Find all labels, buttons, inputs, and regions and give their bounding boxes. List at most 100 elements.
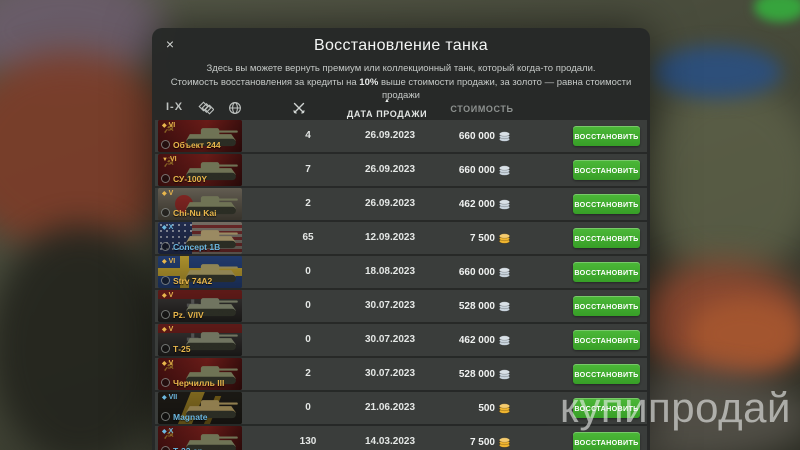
- tank-image-icon: [186, 400, 238, 419]
- coin-icon: [499, 232, 510, 244]
- tank-image-icon: [186, 332, 238, 351]
- tank-name: Concept 1B: [173, 242, 221, 252]
- table-row: ◆ VI Strv 74A2 0 18.08.2023 660 000 ВОССТ…: [155, 256, 647, 288]
- tank-badge-icon: [161, 174, 170, 183]
- table-row: ◆V Pz. V/IV 0 30.07.2023 528 000 ВОССТАН…: [155, 290, 647, 322]
- battles-count: 0: [305, 334, 311, 345]
- restore-button[interactable]: ВОССТАНОВИТЬ: [573, 364, 640, 384]
- tank-tier-label: ◆ V: [162, 360, 174, 367]
- coin-icon: [499, 334, 510, 346]
- coin-icon: [499, 300, 510, 312]
- class-filter-icon[interactable]: [198, 101, 215, 120]
- tank-name: Pz. V/IV: [173, 310, 204, 320]
- tank-tier-label: ◆ VI: [162, 122, 176, 129]
- tank-tier-label: ◆ VII: [162, 394, 178, 401]
- battles-count: 2: [305, 198, 311, 209]
- tank-badge-icon: [161, 276, 170, 285]
- cost-value: 7 500: [417, 222, 511, 254]
- restore-button[interactable]: ВОССТАНОВИТЬ: [573, 194, 640, 214]
- sale-date: 21.06.2023: [364, 402, 416, 413]
- sale-date: 26.09.2023: [364, 164, 416, 175]
- background-blob: [640, 80, 800, 280]
- tank-tier-label: ◆ X: [162, 428, 174, 435]
- battles-count: 2: [305, 368, 311, 379]
- battles-count: 0: [305, 300, 311, 311]
- restore-button[interactable]: ВОССТАНОВИТЬ: [573, 432, 640, 450]
- tank-tier-label: ◆ V: [162, 326, 174, 333]
- tank-name: Strv 74A2: [173, 276, 213, 286]
- cost-value: 462 000: [417, 324, 511, 356]
- cost-value: 7 500: [417, 426, 511, 450]
- restore-button[interactable]: ВОССТАНОВИТЬ: [573, 330, 640, 350]
- table-row: ◆ V Chi-Nu Kai 2 26.09.2023 462 000 ВОССТ…: [155, 188, 647, 220]
- description-line2: Стоимость восстановления за кредиты на 1…: [170, 76, 632, 102]
- tank-restoration-dialog: × Восстановление танка Здесь вы можете в…: [152, 28, 650, 450]
- table-row: ◆V Т-25 0 30.07.2023 462 000 ВОССТАНОВИТ…: [155, 324, 647, 356]
- cost-value: 462 000: [417, 188, 511, 220]
- vehicle-class-icon: ◆: [162, 191, 167, 197]
- restore-button[interactable]: ВОССТАНОВИТЬ: [573, 160, 640, 180]
- tank-thumbnail: ▼VI СУ-100Y: [158, 154, 242, 186]
- sort-arrow-icon: ▲: [384, 98, 390, 104]
- cost-column-header[interactable]: СТОИМОСТЬ: [450, 104, 514, 114]
- sale-date: 30.07.2023: [364, 300, 416, 311]
- dialog-description: Здесь вы можете вернуть премиум или колл…: [152, 62, 650, 103]
- tank-thumbnail: ◆ V Chi-Nu Kai: [158, 188, 242, 220]
- close-icon[interactable]: ×: [165, 36, 175, 52]
- tank-name: Черчилль III: [173, 378, 225, 388]
- tank-badge-icon: [161, 242, 170, 251]
- tank-tier-label: ▼ VI: [162, 156, 177, 163]
- tank-image-icon: [186, 264, 238, 283]
- tank-name: СУ-100Y: [173, 174, 207, 184]
- tank-image-icon: [186, 128, 238, 147]
- vehicle-class-icon: ◆: [162, 429, 167, 435]
- background-blob: [0, 225, 170, 450]
- tank-thumbnail: ◆VI Объект 244: [158, 120, 242, 152]
- vehicle-class-icon: ◆: [162, 225, 167, 231]
- tank-image-icon: [186, 230, 238, 249]
- tank-thumbnail: ◆X Т-22 ср.: [158, 426, 242, 450]
- battles-count: 65: [302, 232, 314, 243]
- tank-tier-label: ◆ V: [162, 190, 174, 197]
- background-blob: [688, 298, 800, 370]
- tank-tier-label: ◆ VI: [162, 258, 176, 265]
- vehicle-class-icon: ◆: [162, 259, 167, 265]
- tank-image-icon: [186, 196, 238, 215]
- tank-tier-label: ◆ V: [162, 292, 174, 299]
- tier-filter[interactable]: I-X: [166, 101, 184, 113]
- tank-tier-label: ◆ X: [162, 224, 174, 231]
- cost-value: 528 000: [417, 290, 511, 322]
- cost-value: 660 000: [417, 120, 511, 152]
- tank-name: Т-22 ср.: [173, 446, 205, 450]
- cost-value: 528 000: [417, 358, 511, 390]
- tank-badge-icon: [161, 208, 170, 217]
- restore-button[interactable]: ВОССТАНОВИТЬ: [573, 228, 640, 248]
- cost-value: 660 000: [417, 154, 511, 186]
- coin-icon: [499, 164, 510, 176]
- nation-filter-globe-icon[interactable]: [228, 101, 242, 120]
- vehicle-class-icon: ◆: [162, 293, 167, 299]
- sale-date-column-sort[interactable]: ▲ ДАТА ПРОДАЖИ: [337, 98, 437, 122]
- battles-count: 130: [299, 436, 317, 447]
- filter-bar: I-X ▲: [152, 98, 650, 120]
- table-row: ◆ X Concept 1B 65 12.09.2023 7 500 ВОССТА…: [155, 222, 647, 254]
- vehicle-class-icon: ▼: [162, 157, 168, 163]
- tank-name: Объект 244: [173, 140, 221, 150]
- cost-value: 660 000: [417, 256, 511, 288]
- coin-icon: [499, 436, 510, 448]
- tank-name: Magnate: [173, 412, 208, 422]
- restore-button[interactable]: ВОССТАНОВИТЬ: [573, 126, 640, 146]
- coin-icon: [499, 130, 510, 142]
- coin-icon: [499, 402, 510, 414]
- sale-date: 26.09.2023: [364, 130, 416, 141]
- tank-badge-icon: [161, 378, 170, 387]
- battles-count: 0: [305, 266, 311, 277]
- tank-name: Chi-Nu Kai: [173, 208, 217, 218]
- restore-button[interactable]: ВОССТАНОВИТЬ: [573, 296, 640, 316]
- tank-thumbnail: ◆V Черчилль III: [158, 358, 242, 390]
- restore-button[interactable]: ВОССТАНОВИТЬ: [573, 262, 640, 282]
- restore-button[interactable]: ВОССТАНОВИТЬ: [573, 398, 640, 418]
- description-line1: Здесь вы можете вернуть премиум или колл…: [206, 63, 596, 74]
- tank-image-icon: [186, 434, 238, 450]
